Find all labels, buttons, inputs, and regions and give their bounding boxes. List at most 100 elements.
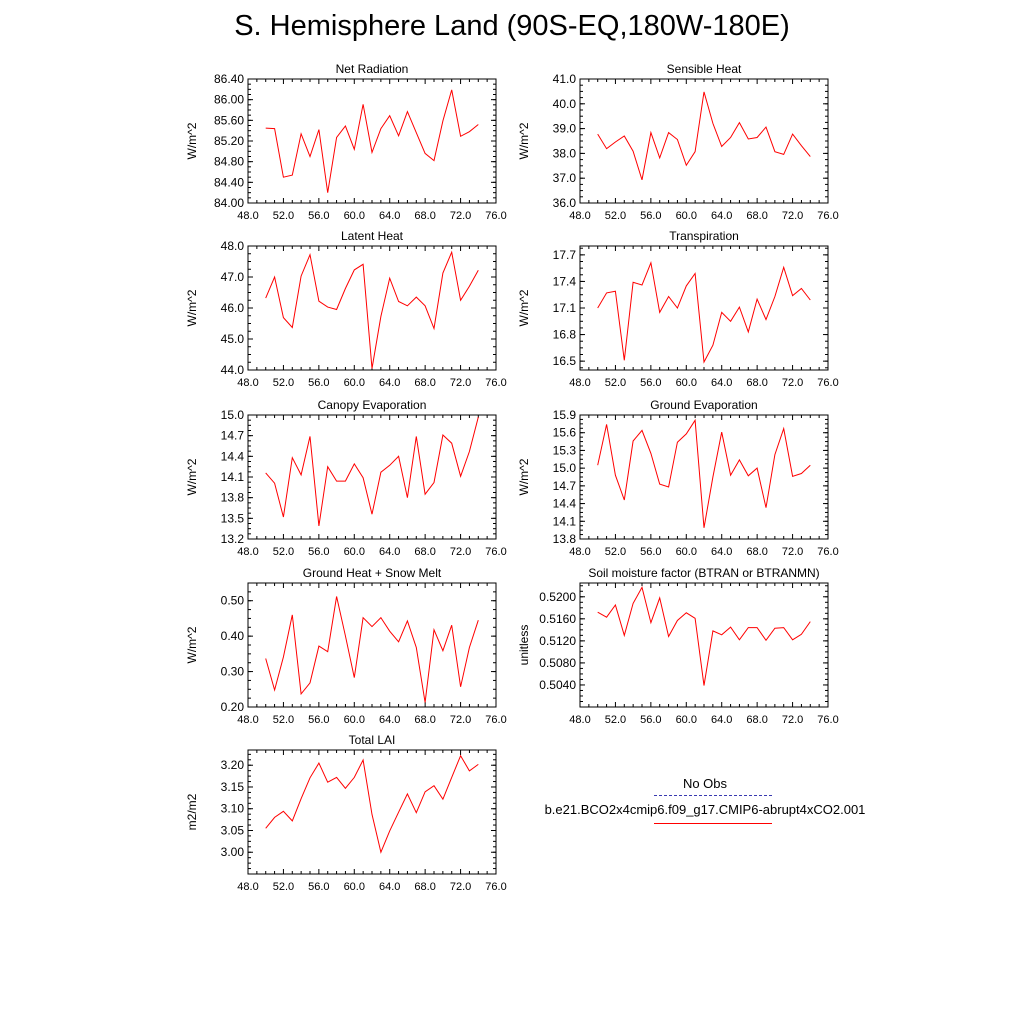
y-tick-label: 13.8 xyxy=(221,491,245,505)
y-axis-label: W/m^2 xyxy=(517,289,531,326)
x-tick-label: 60.0 xyxy=(344,210,365,222)
y-tick-label: 0.20 xyxy=(221,700,245,714)
x-tick-label: 64.0 xyxy=(711,546,732,558)
x-tick-label: 64.0 xyxy=(379,714,400,726)
y-tick-label: 0.5200 xyxy=(539,590,576,604)
x-tick-label: 76.0 xyxy=(485,881,506,893)
x-tick-label: 48.0 xyxy=(237,210,258,222)
x-tick-label: 56.0 xyxy=(640,714,661,726)
y-tick-label: 0.50 xyxy=(221,594,245,608)
y-tick-label: 84.00 xyxy=(214,196,244,210)
y-tick-label: 17.4 xyxy=(553,274,577,288)
y-tick-label: 86.40 xyxy=(214,72,244,86)
y-tick-label: 16.8 xyxy=(553,328,577,342)
panel-title: Ground Heat + Snow Melt xyxy=(303,566,442,580)
x-tick-label: 60.0 xyxy=(344,714,365,726)
y-tick-label: 39.0 xyxy=(553,122,577,136)
x-tick-label: 76.0 xyxy=(817,377,838,389)
y-tick-label: 17.1 xyxy=(553,301,577,315)
x-tick-label: 68.0 xyxy=(746,714,767,726)
chart-panel-8: Soil moisture factor (BTRAN or BTRANMN) 4… xyxy=(517,566,839,726)
y-axis-label: W/m^2 xyxy=(185,289,199,326)
x-tick-label: 48.0 xyxy=(569,210,590,222)
x-tick-label: 64.0 xyxy=(379,210,400,222)
x-tick-label: 60.0 xyxy=(676,210,697,222)
y-tick-label: 16.5 xyxy=(553,354,577,368)
series-line-1 xyxy=(265,754,479,854)
x-tick-label: 52.0 xyxy=(605,546,626,558)
x-tick-label: 60.0 xyxy=(344,546,365,558)
y-tick-label: 37.0 xyxy=(553,171,577,185)
x-tick-label: 76.0 xyxy=(485,210,506,222)
y-axis-label: m2/m2 xyxy=(185,793,199,830)
plot-frame xyxy=(247,582,497,708)
y-tick-label: 47.0 xyxy=(221,270,245,284)
x-tick-label: 56.0 xyxy=(640,210,661,222)
x-tick-label: 76.0 xyxy=(485,546,506,558)
x-tick-label: 68.0 xyxy=(414,714,435,726)
series-line-1 xyxy=(265,596,479,703)
y-tick-label: 36.0 xyxy=(553,196,577,210)
x-tick-label: 60.0 xyxy=(676,546,697,558)
chart-panel-5: Canopy Evaporation 48.0 52.0 56.0 60.0 64.0 68… xyxy=(185,398,507,558)
plot-frame xyxy=(247,78,497,204)
panel-title: Latent Heat xyxy=(341,229,404,243)
x-tick-label: 68.0 xyxy=(746,546,767,558)
y-tick-label: 15.6 xyxy=(553,426,577,440)
chart-panel-6: Ground Evaporation 48.0 52.0 56.0 60.0 64.0 68… xyxy=(517,398,839,558)
panel-title: Sensible Heat xyxy=(667,62,742,76)
x-tick-label: 72.0 xyxy=(450,210,471,222)
panel-title: Net Radiation xyxy=(336,62,409,76)
panel-title: Ground Evaporation xyxy=(650,398,757,412)
x-tick-label: 52.0 xyxy=(273,881,294,893)
y-tick-label: 48.0 xyxy=(221,239,245,253)
panel-title: Transpiration xyxy=(669,229,739,243)
x-tick-label: 56.0 xyxy=(308,377,329,389)
chart-panel-3: Latent Heat 48.0 52.0 56.0 60.0 64.0 68.0 72.0 7… xyxy=(185,229,507,389)
x-tick-label: 64.0 xyxy=(379,377,400,389)
series-line-1 xyxy=(265,416,479,526)
x-tick-label: 76.0 xyxy=(485,377,506,389)
y-tick-label: 0.40 xyxy=(221,629,245,643)
x-tick-label: 72.0 xyxy=(450,546,471,558)
series-line-1 xyxy=(597,260,811,364)
x-tick-label: 64.0 xyxy=(711,377,732,389)
legend-obs-line xyxy=(654,795,772,796)
y-tick-label: 14.4 xyxy=(553,497,577,511)
y-axis-label: W/m^2 xyxy=(185,626,199,663)
y-tick-label: 46.0 xyxy=(221,301,245,315)
chart-panel-4: Transpiration 48.0 52.0 56.0 60.0 64.0 68.0 72.… xyxy=(517,229,839,389)
x-tick-label: 52.0 xyxy=(273,546,294,558)
y-tick-label: 0.5120 xyxy=(539,634,576,648)
x-tick-label: 52.0 xyxy=(605,377,626,389)
series-line-1 xyxy=(265,250,479,369)
plot-frame xyxy=(247,414,497,540)
y-axis-label: W/m^2 xyxy=(517,458,531,495)
y-tick-label: 3.20 xyxy=(221,758,245,772)
y-tick-label: 14.1 xyxy=(221,470,245,484)
y-tick-label: 15.3 xyxy=(553,443,577,457)
y-tick-label: 14.7 xyxy=(553,479,577,493)
x-tick-label: 64.0 xyxy=(711,714,732,726)
y-tick-label: 14.1 xyxy=(553,514,577,528)
panel-title: Total LAI xyxy=(349,733,396,747)
plot-frame xyxy=(579,414,829,540)
plot-frame xyxy=(579,582,829,708)
y-tick-label: 0.5160 xyxy=(539,612,576,626)
y-tick-label: 0.30 xyxy=(221,665,245,679)
y-tick-label: 45.0 xyxy=(221,332,245,346)
x-tick-label: 60.0 xyxy=(676,377,697,389)
chart-panel-1: Net Radiation 48.0 52.0 56.0 60.0 64.0 68.0 72.… xyxy=(185,62,507,222)
x-tick-label: 64.0 xyxy=(711,210,732,222)
y-tick-label: 14.7 xyxy=(221,429,245,443)
x-tick-label: 56.0 xyxy=(640,377,661,389)
x-tick-label: 76.0 xyxy=(817,210,838,222)
x-tick-label: 52.0 xyxy=(605,210,626,222)
x-tick-label: 72.0 xyxy=(450,714,471,726)
legend-case-label: b.e21.BCO2x4cmip6.f09_g17.CMIP6-abrupt4x… xyxy=(544,802,866,817)
page-title: S. Hemisphere Land (90S-EQ,180W-180E) xyxy=(234,10,790,42)
y-tick-label: 44.0 xyxy=(221,363,245,377)
y-axis-label: W/m^2 xyxy=(185,458,199,495)
y-tick-label: 40.0 xyxy=(553,97,577,111)
y-tick-label: 3.05 xyxy=(221,823,245,837)
